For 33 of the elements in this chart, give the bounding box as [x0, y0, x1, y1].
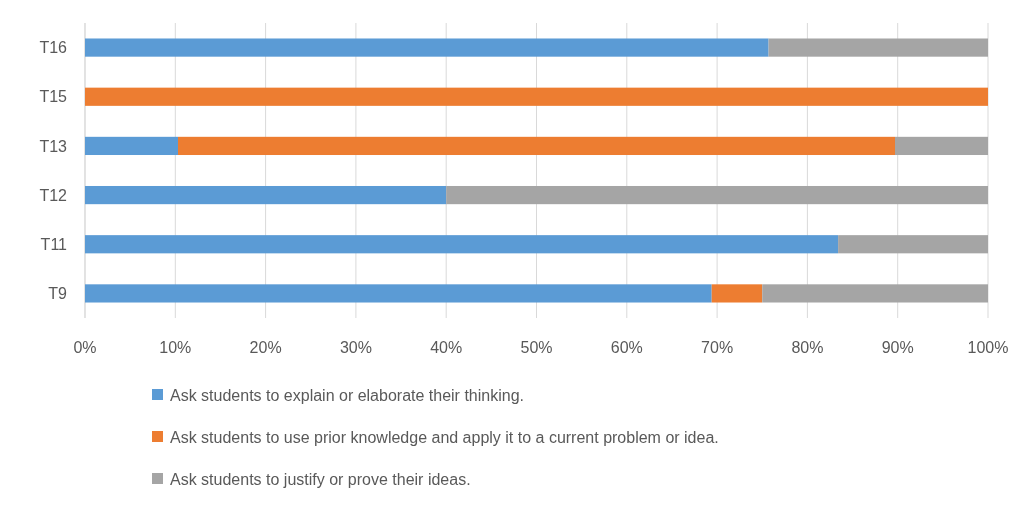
y-tick-label: T16 [39, 39, 68, 57]
bar [85, 235, 839, 254]
y-tick-label: T9 [48, 285, 68, 303]
bar [762, 284, 988, 303]
bar [178, 136, 895, 156]
bar [85, 87, 988, 106]
bar [838, 235, 988, 254]
bar [85, 38, 769, 57]
x-tick-label: 90% [881, 339, 914, 356]
x-tick-label: 100% [967, 339, 1009, 356]
x-tick-label: 20% [249, 339, 282, 356]
x-tick-label: 70% [701, 339, 734, 356]
y-tick-label: T11 [40, 235, 68, 253]
y-tick-label: T12 [39, 186, 68, 204]
y-tick-label: T13 [39, 137, 68, 155]
bar [85, 136, 179, 156]
bar [711, 284, 763, 303]
x-tick-label: 10% [159, 339, 192, 356]
x-tick-label: 80% [791, 339, 824, 356]
x-tick-label: 0% [73, 339, 97, 356]
x-tick-label: 50% [520, 339, 553, 356]
bar [894, 136, 988, 156]
y-tick-label: T15 [39, 88, 68, 106]
legend-label: Ask students to justify or prove their ideas. [170, 470, 471, 488]
bar [85, 185, 447, 205]
bar [768, 38, 988, 57]
bar [446, 185, 988, 205]
legend-label: Ask students to explain or elaborate their thinking. [170, 386, 524, 404]
bar [85, 284, 712, 303]
x-tick-label: 40% [430, 339, 463, 356]
legend-label: Ask students to use prior knowledge and apply it to a current problem or idea. [170, 428, 719, 446]
x-tick-label: 30% [339, 339, 372, 356]
x-tick-label: 60% [610, 339, 643, 356]
